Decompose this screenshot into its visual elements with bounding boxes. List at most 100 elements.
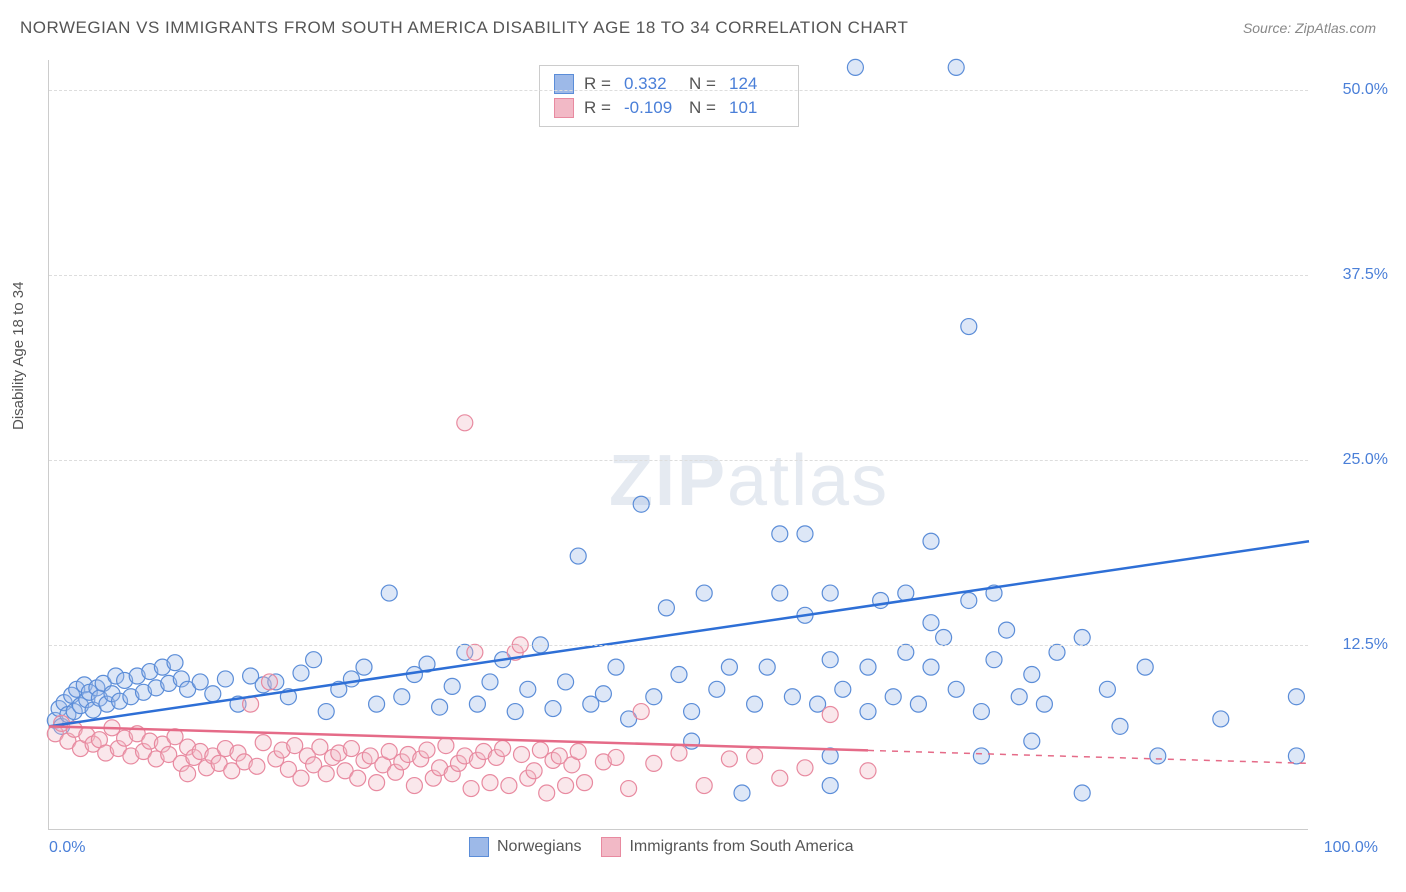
x-tick-label: 0.0%: [49, 839, 85, 857]
data-point: [1036, 696, 1052, 712]
data-point: [318, 766, 334, 782]
y-axis-label: Disability Age 18 to 34: [10, 282, 27, 430]
trend-line-dashed: [868, 750, 1309, 763]
data-point: [501, 778, 517, 794]
data-point: [822, 778, 838, 794]
data-point: [822, 707, 838, 723]
data-point: [1024, 667, 1040, 683]
data-point: [1074, 785, 1090, 801]
data-point: [1150, 748, 1166, 764]
x-tick-label: 100.0%: [1324, 839, 1378, 857]
data-point: [293, 665, 309, 681]
data-point: [350, 770, 366, 786]
data-point: [419, 742, 435, 758]
data-point: [1112, 718, 1128, 734]
data-point: [923, 615, 939, 631]
data-point: [646, 689, 662, 705]
data-point: [835, 681, 851, 697]
data-point: [595, 686, 611, 702]
data-point: [1288, 689, 1304, 705]
data-point: [608, 659, 624, 675]
correlation-info-box: R = 0.332 N = 124 R = -0.109 N = 101: [539, 65, 799, 127]
data-point: [797, 526, 813, 542]
data-point: [684, 733, 700, 749]
swatch-series2: [554, 98, 574, 118]
r-label: R =: [584, 74, 614, 94]
n-value-series1: 124: [729, 74, 784, 94]
data-point: [734, 785, 750, 801]
data-point: [658, 600, 674, 616]
data-point: [847, 59, 863, 75]
legend-item-series1: Norwegians: [469, 837, 581, 857]
data-point: [192, 674, 208, 690]
y-tick-label: 50.0%: [1343, 81, 1388, 99]
data-point: [167, 655, 183, 671]
data-point: [671, 667, 687, 683]
data-point: [463, 781, 479, 797]
data-point: [772, 770, 788, 786]
data-point: [205, 686, 221, 702]
data-point: [696, 585, 712, 601]
data-point: [1288, 748, 1304, 764]
data-point: [180, 766, 196, 782]
data-point: [633, 496, 649, 512]
data-point: [721, 659, 737, 675]
data-point: [721, 751, 737, 767]
chart-title: NORWEGIAN VS IMMIGRANTS FROM SOUTH AMERI…: [20, 18, 908, 38]
data-point: [356, 659, 372, 675]
data-point: [558, 674, 574, 690]
data-point: [457, 415, 473, 431]
data-point: [822, 585, 838, 601]
data-point: [860, 704, 876, 720]
data-point: [709, 681, 725, 697]
data-point: [910, 696, 926, 712]
data-point: [671, 745, 687, 761]
data-point: [633, 704, 649, 720]
data-point: [394, 689, 410, 705]
legend-label-series1: Norwegians: [497, 838, 581, 856]
data-point: [318, 704, 334, 720]
gridline: [49, 460, 1308, 461]
y-tick-label: 37.5%: [1343, 266, 1388, 284]
trend-line: [49, 541, 1309, 726]
gridline: [49, 645, 1308, 646]
data-point: [514, 746, 530, 762]
data-point: [923, 533, 939, 549]
legend-item-series2: Immigrants from South America: [601, 837, 853, 857]
data-point: [621, 781, 637, 797]
data-point: [249, 758, 265, 774]
data-point: [973, 748, 989, 764]
data-point: [948, 681, 964, 697]
n-value-series2: 101: [729, 98, 784, 118]
data-point: [608, 749, 624, 765]
swatch-series1: [554, 74, 574, 94]
data-point: [860, 763, 876, 779]
data-point: [797, 760, 813, 776]
gridline: [49, 275, 1308, 276]
data-point: [747, 748, 763, 764]
r-value-series2: -0.109: [624, 98, 679, 118]
data-point: [759, 659, 775, 675]
data-point: [432, 699, 448, 715]
data-point: [961, 319, 977, 335]
data-point: [343, 741, 359, 757]
data-point: [482, 674, 498, 690]
data-point: [1024, 733, 1040, 749]
data-point: [217, 671, 233, 687]
data-point: [898, 644, 914, 660]
n-label: N =: [689, 74, 719, 94]
data-point: [747, 696, 763, 712]
data-point: [369, 696, 385, 712]
data-point: [784, 689, 800, 705]
data-point: [772, 526, 788, 542]
data-point: [999, 622, 1015, 638]
legend-label-series2: Immigrants from South America: [629, 838, 853, 856]
data-point: [406, 778, 422, 794]
data-point: [343, 671, 359, 687]
data-point: [570, 548, 586, 564]
swatch-series2-legend: [601, 837, 621, 857]
data-point: [885, 689, 901, 705]
data-point: [936, 630, 952, 646]
data-point: [467, 644, 483, 660]
bottom-legend: Norwegians Immigrants from South America: [469, 837, 854, 857]
